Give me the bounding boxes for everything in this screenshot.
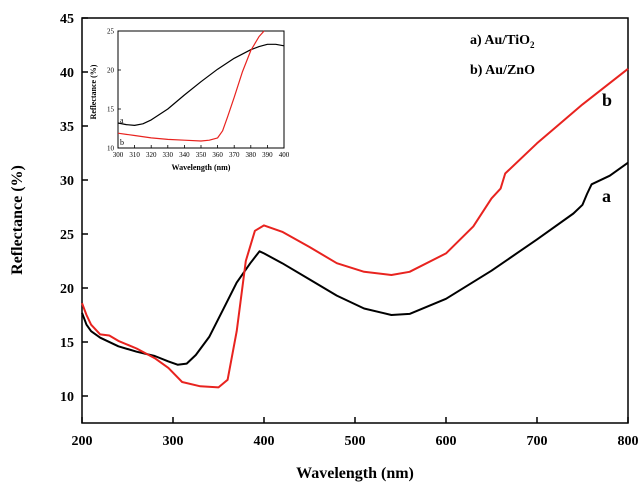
inset-series-b-line bbox=[117, 30, 265, 142]
main-x-tick-label: 700 bbox=[527, 434, 548, 449]
inset-x-tick-label: 340 bbox=[179, 151, 190, 159]
inset-x-tick-label: 330 bbox=[163, 151, 174, 159]
inset-y-tick-label: 25 bbox=[107, 28, 115, 36]
y-axis-title: Reflectance (%) bbox=[9, 165, 26, 275]
legend-entry-a-text: a) Au/TiO bbox=[470, 33, 530, 48]
inset-x-tick-label: 300 bbox=[113, 151, 124, 159]
inset-x-tick-label: 350 bbox=[196, 151, 207, 159]
main-y-tick-label: 25 bbox=[60, 228, 74, 243]
legend-entry-b: b) Au/ZnO bbox=[470, 63, 535, 78]
legend-entry-a-subscript: 2 bbox=[530, 40, 535, 50]
main-series-group bbox=[81, 68, 629, 389]
inset-y-axis-title: Reflectance (%) bbox=[89, 64, 98, 119]
inset-x-tick-label: 360 bbox=[212, 151, 223, 159]
inset-axis-ticks: 300 310 320 330 340 350 360 370 380 390 400 10 15 20 2… bbox=[107, 28, 290, 160]
main-x-tick-label: 500 bbox=[345, 434, 366, 449]
main-y-tick-label: 15 bbox=[60, 336, 74, 351]
main-y-tick-label: 30 bbox=[60, 174, 74, 189]
main-y-tick-label: 45 bbox=[60, 12, 74, 27]
main-x-tick-label: 800 bbox=[618, 434, 639, 449]
inset-series-label-a: a bbox=[120, 116, 124, 125]
inset-x-tick-label: 370 bbox=[229, 151, 240, 159]
main-y-tick-label: 20 bbox=[60, 282, 74, 297]
inset-series-group bbox=[117, 30, 285, 142]
main-x-tick-label: 600 bbox=[436, 434, 457, 449]
inset-series-label-b: b bbox=[120, 138, 124, 147]
main-x-tick-label: 300 bbox=[163, 434, 184, 449]
main-series-a-line bbox=[81, 161, 629, 366]
inset-x-axis-title: Wavelength (nm) bbox=[172, 163, 231, 172]
main-y-tick-label: 10 bbox=[60, 390, 74, 405]
inset-x-tick-label: 400 bbox=[279, 151, 290, 159]
inset-x-tick-label: 390 bbox=[262, 151, 273, 159]
main-y-tick-label: 40 bbox=[60, 66, 74, 81]
inset-x-tick-label: 380 bbox=[246, 151, 257, 159]
series-label-a: a bbox=[602, 186, 611, 206]
main-x-tick-label: 400 bbox=[254, 434, 275, 449]
main-y-tick-label: 35 bbox=[60, 120, 74, 135]
inset-y-tick-label: 10 bbox=[107, 145, 115, 153]
main-series-b-line bbox=[81, 68, 629, 389]
inset-series-a-line bbox=[117, 43, 285, 127]
legend-entry-a: a) Au/TiO2 bbox=[470, 33, 535, 50]
inset-x-tick-label: 310 bbox=[129, 151, 140, 159]
x-axis-title: Wavelength (nm) bbox=[296, 465, 414, 482]
main-x-tick-label: 200 bbox=[72, 434, 93, 449]
main-axis-ticks: 200 300 400 500 600 700 800 10 15 20 25 30 35 40 45 bbox=[60, 12, 639, 449]
inset-plot-frame bbox=[117, 30, 285, 149]
series-label-b: b bbox=[602, 90, 612, 110]
inset-y-tick-label: 20 bbox=[107, 67, 115, 75]
inset-y-tick-label: 15 bbox=[107, 106, 115, 114]
inset-x-tick-label: 320 bbox=[146, 151, 157, 159]
